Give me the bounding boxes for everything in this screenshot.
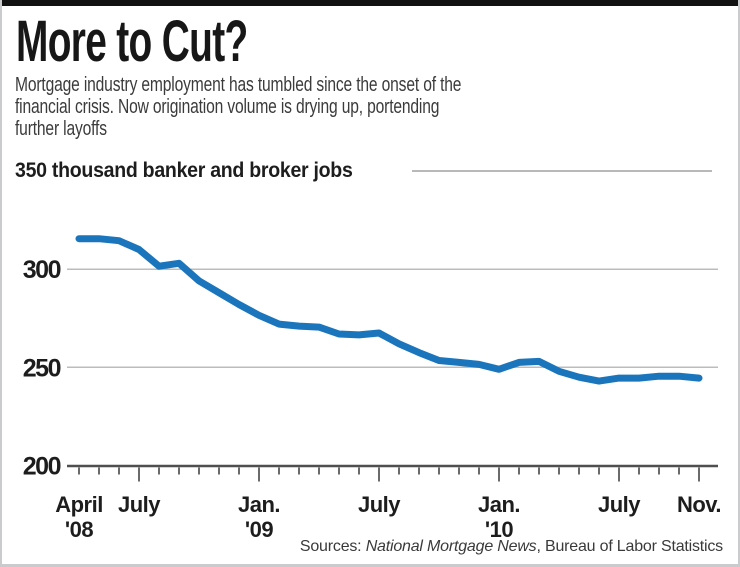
y-axis-label-200: 200 — [23, 453, 61, 481]
chart-subtitle: Mortgage industry employment has tumbled… — [15, 74, 461, 140]
header-rule — [412, 170, 712, 172]
x-axis-label-0-year: '08 — [65, 517, 93, 542]
sources-line: Sources: National Mortgage News, Bureau … — [300, 538, 723, 556]
x-axis-label-15: July — [358, 492, 401, 517]
subtitle-line-1: Mortgage industry employment has tumbled… — [15, 74, 462, 96]
sources-publication: National Mortgage News — [365, 538, 537, 555]
x-axis-label-21-year: '10 — [485, 517, 513, 542]
x-axis-label-21: Jan. — [478, 492, 520, 517]
x-axis-label-0: April — [55, 492, 103, 517]
top-accent-bar — [2, 0, 738, 6]
x-axis-label-31: Nov. — [677, 492, 721, 517]
x-axis-label-9: Jan. — [238, 492, 280, 517]
employment-trend-line — [75, 235, 703, 385]
x-axis-label-3: July — [118, 492, 161, 517]
sources-prefix: Sources: — [299, 538, 366, 555]
subtitle-line-2: financial crisis. Now origination volume… — [15, 96, 440, 118]
x-axis-label-27: July — [598, 492, 641, 517]
chart-title: More to Cut? — [16, 9, 248, 74]
y-axis-label-250: 250 — [23, 354, 61, 382]
y-axis-unit-label: 350 thousand banker and broker jobs — [15, 159, 353, 182]
x-axis-label-9-year: '09 — [245, 517, 273, 542]
subtitle-line-3: further layoffs — [15, 118, 107, 140]
y-axis-label-300: 300 — [23, 256, 61, 284]
sources-suffix: , Bureau of Labor Statistics — [536, 538, 723, 555]
